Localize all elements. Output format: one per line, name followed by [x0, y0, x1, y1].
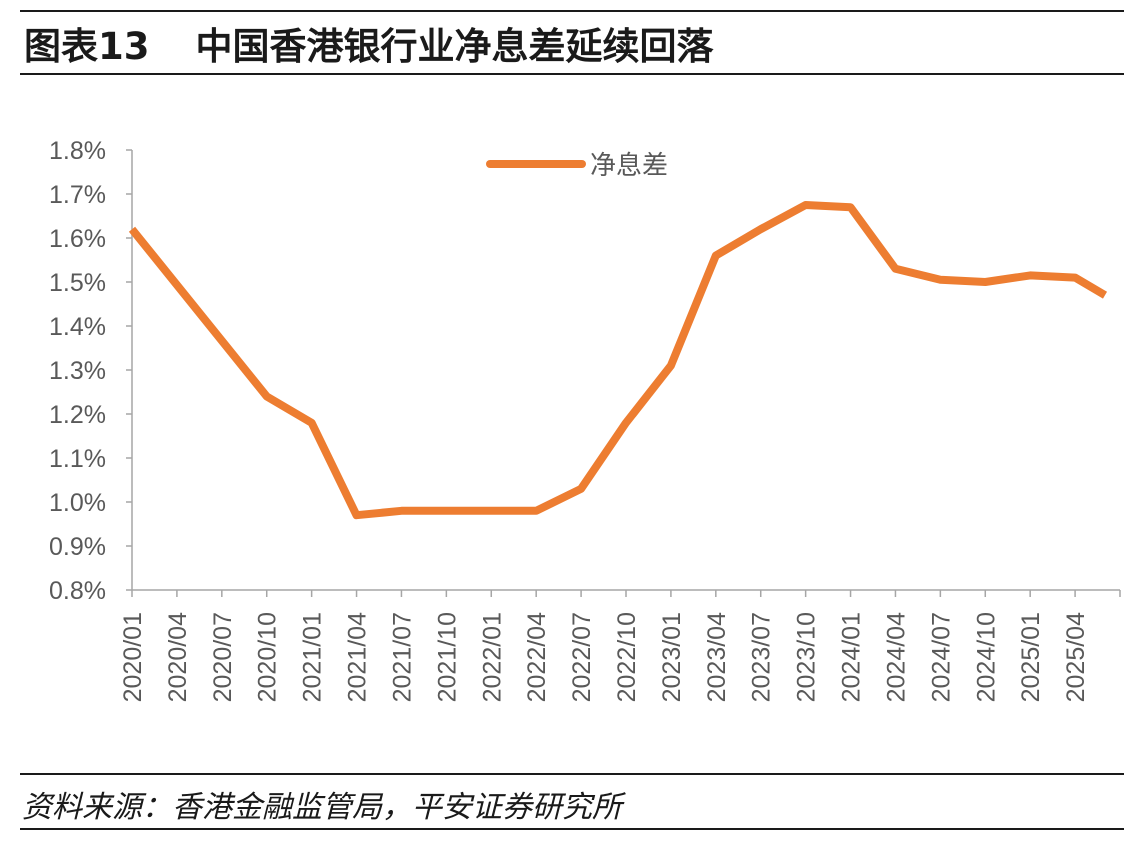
- figure-label: 图表13: [24, 25, 150, 68]
- y-tick-label: 1.3%: [49, 357, 106, 385]
- legend-label: 净息差: [590, 151, 668, 181]
- x-axis-ticks: 2020/01 2020/04 2020/07 2020/10 2021/01 2021/…: [119, 590, 1121, 702]
- y-tick-label: 1.4%: [49, 313, 106, 341]
- chart-axes: [131, 150, 1120, 591]
- y-tick-label: 0.8%: [49, 577, 106, 605]
- figure-title: 中国香港银行业净息差延续回落: [195, 25, 714, 68]
- x-tick-label: 2024/04: [882, 612, 910, 702]
- x-tick-label: 2024/10: [972, 612, 1000, 702]
- y-tick-label: 1.6%: [49, 225, 106, 253]
- x-tick-label: 2023/04: [703, 612, 731, 702]
- series-line-net-interest-margin: [128, 201, 1108, 520]
- y-tick-label: 1.7%: [49, 181, 106, 209]
- y-tick-label: 1.5%: [49, 269, 106, 297]
- figure-header: 图表13 中国香港银行业净息差延续回落: [24, 18, 714, 68]
- x-tick-label: 2023/10: [793, 612, 821, 702]
- source-top-rule: [20, 773, 1124, 775]
- x-tick-label: 2021/07: [388, 612, 416, 702]
- x-tick-label: 2025/01: [1017, 612, 1045, 702]
- y-axis-ticks: 0.8% 0.9% 1.0% 1.1% 1.2% 1.3% 1.4% 1.5% 1.6% 1.7%…: [49, 137, 132, 605]
- x-tick-label: 2021/01: [299, 612, 327, 702]
- x-tick-label: 2022/10: [613, 612, 641, 702]
- y-tick-label: 1.2%: [49, 401, 106, 429]
- x-tick-label: 2020/07: [209, 612, 237, 702]
- legend: 净息差: [486, 151, 668, 181]
- x-tick-label: 2021/04: [344, 612, 372, 702]
- x-tick-label: 2023/01: [658, 612, 686, 702]
- y-tick-label: 1.1%: [49, 445, 106, 473]
- x-tick-label: 2020/01: [119, 612, 147, 702]
- y-tick-label: 1.0%: [49, 489, 106, 517]
- top-rule: [20, 10, 1124, 12]
- x-tick-label: 2020/04: [164, 612, 192, 702]
- title-underline: [20, 73, 1124, 75]
- x-tick-label: 2023/07: [748, 612, 776, 702]
- x-tick-label: 2021/10: [433, 612, 461, 702]
- series-layer: [128, 201, 1108, 520]
- x-tick-label: 2025/04: [1062, 612, 1090, 702]
- x-tick-label: 2022/07: [568, 612, 596, 702]
- x-tick-label: 2024/01: [838, 612, 866, 702]
- x-tick-label: 2024/07: [927, 612, 955, 702]
- bottom-rule: [20, 828, 1124, 830]
- y-tick-label: 1.8%: [49, 137, 106, 165]
- x-tick-label: 2022/04: [523, 612, 551, 702]
- x-tick-label: 2022/01: [478, 612, 506, 702]
- source-note: 资料来源：香港金融监管局，平安证券研究所: [22, 790, 622, 825]
- x-tick-label: 2020/10: [254, 612, 282, 702]
- y-tick-label: 0.9%: [49, 533, 106, 561]
